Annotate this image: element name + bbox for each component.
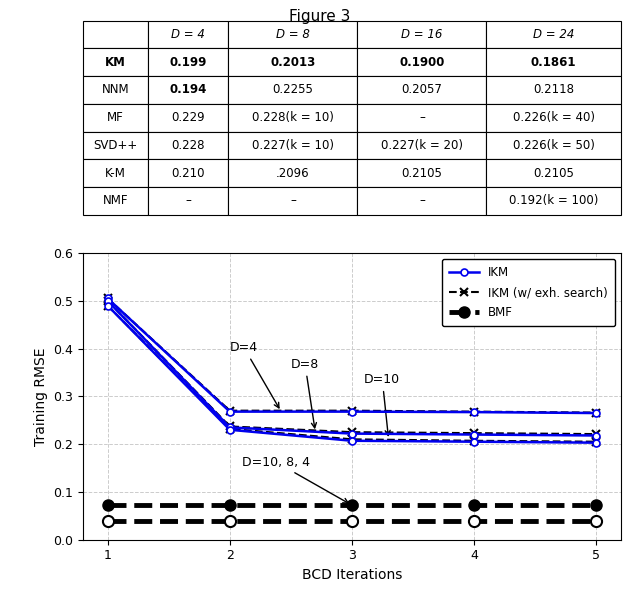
Text: D=10, 8, 4: D=10, 8, 4 — [242, 455, 348, 503]
Legend: IKM, IKM (w/ exh. search), BMF: IKM, IKM (w/ exh. search), BMF — [442, 259, 615, 326]
Text: D=8: D=8 — [291, 358, 319, 428]
X-axis label: BCD Iterations: BCD Iterations — [302, 568, 402, 582]
Y-axis label: Training RMSE: Training RMSE — [34, 347, 48, 445]
Text: Figure 3: Figure 3 — [289, 9, 351, 24]
Text: D=10: D=10 — [364, 373, 401, 435]
Text: D=4: D=4 — [230, 341, 279, 408]
